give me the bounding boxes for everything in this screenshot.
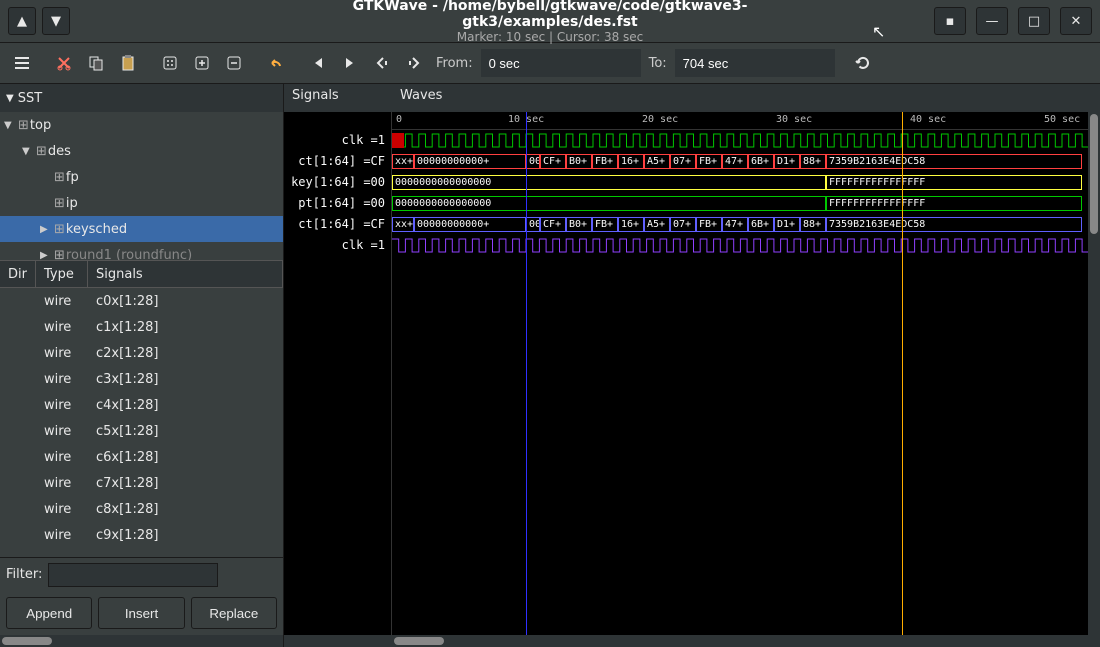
signal-row[interactable]: wirec2x[1:28] xyxy=(0,340,283,366)
signal-row[interactable]: wirec1x[1:28] xyxy=(0,314,283,340)
undo-icon[interactable] xyxy=(262,49,290,77)
signal-label[interactable]: clk =1 xyxy=(284,235,391,256)
wave-row[interactable] xyxy=(392,235,1088,256)
filter-row: Filter: xyxy=(0,557,283,591)
marker-cursor-status: Marker: 10 sec | Cursor: 38 sec xyxy=(275,30,825,44)
signal-table[interactable]: wirec0x[1:28]wirec1x[1:28]wirec2x[1:28]w… xyxy=(0,288,283,557)
from-input[interactable] xyxy=(481,49,641,77)
sst-title: SST xyxy=(18,91,42,106)
nav-next-edge-icon[interactable] xyxy=(400,49,428,77)
wave-vscroll[interactable] xyxy=(1088,112,1100,635)
waveform-canvas[interactable]: 010 sec20 sec30 sec40 sec50 sec xx+00000… xyxy=(392,112,1088,635)
signal-row[interactable]: wirec9x[1:28] xyxy=(0,522,283,548)
cursor-line[interactable] xyxy=(902,112,903,635)
zoom-out-icon[interactable] xyxy=(220,49,248,77)
paste-icon[interactable] xyxy=(114,49,142,77)
insert-button[interactable]: Insert xyxy=(98,597,184,629)
window-title: GTKWave - /home/bybell/gtkwave/code/gtkw… xyxy=(275,0,825,30)
from-label: From: xyxy=(436,56,473,71)
signal-label[interactable]: pt[1:64] =00 xyxy=(284,193,391,214)
signal-label[interactable]: ct[1:64] =CF xyxy=(284,214,391,235)
signal-row[interactable]: wirec6x[1:28] xyxy=(0,444,283,470)
signal-row[interactable]: wirec7x[1:28] xyxy=(0,470,283,496)
signal-table-header: Dir Type Signals xyxy=(0,260,283,288)
minimize-button[interactable]: — xyxy=(976,7,1008,35)
tree-node[interactable]: ▼⊞top xyxy=(0,112,283,138)
maximize-button[interactable]: □ xyxy=(1018,7,1050,35)
mouse-cursor-icon: ↖ xyxy=(872,22,885,41)
to-label: To: xyxy=(649,56,667,71)
menu-icon[interactable] xyxy=(8,49,36,77)
nav-last-icon[interactable] xyxy=(336,49,364,77)
wave-row[interactable] xyxy=(392,130,1088,151)
marker-line[interactable] xyxy=(526,112,527,635)
window-menu-button[interactable]: ▪ xyxy=(934,7,966,35)
wave-row[interactable]: 0000000000000000FFFFFFFFFFFFFFFF xyxy=(392,172,1088,193)
waves-panel-header: Waves xyxy=(392,84,1100,112)
append-button[interactable]: Append xyxy=(6,597,92,629)
toolbar: From: To: xyxy=(0,42,1100,84)
left-panel: ▼ SST ▼⊞top▼⊞des⊞fp⊞ip▶⊞keysched▶⊞round1… xyxy=(0,84,284,647)
signal-label[interactable]: ct[1:64] =CF xyxy=(284,151,391,172)
buttons-row: Append Insert Replace xyxy=(0,591,283,635)
nav-prev-edge-icon[interactable] xyxy=(368,49,396,77)
signal-row[interactable]: wirec4x[1:28] xyxy=(0,392,283,418)
signal-label[interactable]: clk =1 xyxy=(284,130,391,151)
wave-hscroll[interactable] xyxy=(284,635,1100,647)
tree-node[interactable]: ▼⊞des xyxy=(0,138,283,164)
tree-node[interactable]: ⊞fp xyxy=(0,164,283,190)
right-area: Signals Waves clk =1ct[1:64] =CFkey[1:64… xyxy=(284,84,1100,647)
left-hscroll[interactable] xyxy=(0,635,283,647)
hierarchy-tree[interactable]: ▼⊞top▼⊞des⊞fp⊞ip▶⊞keysched▶⊞round1 (roun… xyxy=(0,112,283,260)
col-type[interactable]: Type xyxy=(36,261,88,287)
signal-row[interactable]: wirec3x[1:28] xyxy=(0,366,283,392)
time-ruler: 010 sec20 sec30 sec40 sec50 sec xyxy=(392,112,1088,130)
replace-button[interactable]: Replace xyxy=(191,597,277,629)
sst-header[interactable]: ▼ SST xyxy=(0,84,283,112)
cut-icon[interactable] xyxy=(50,49,78,77)
col-signals[interactable]: Signals xyxy=(88,261,283,287)
signal-row[interactable]: wirec0x[1:28] xyxy=(0,288,283,314)
signals-panel-header: Signals xyxy=(284,84,392,112)
signal-row[interactable]: wirec5x[1:28] xyxy=(0,418,283,444)
tree-node[interactable]: ▶⊞keysched xyxy=(0,216,283,242)
zoom-in-icon[interactable] xyxy=(188,49,216,77)
wave-row[interactable]: xx+00000000000+00+CF+B0+FB+16+A5+07+FB+4… xyxy=(392,151,1088,172)
col-dir[interactable]: Dir xyxy=(0,261,36,287)
close-button[interactable]: ✕ xyxy=(1060,7,1092,35)
reload-icon[interactable] xyxy=(849,49,877,77)
main-area: ▼ SST ▼⊞top▼⊞des⊞fp⊞ip▶⊞keysched▶⊞round1… xyxy=(0,84,1100,647)
signal-label[interactable]: key[1:64] =00 xyxy=(284,172,391,193)
to-input[interactable] xyxy=(675,49,835,77)
wave-row[interactable]: 0000000000000000FFFFFFFFFFFFFFFF xyxy=(392,193,1088,214)
filter-label: Filter: xyxy=(6,567,42,582)
tree-node[interactable]: ▶⊞round1 (roundfunc) xyxy=(0,242,283,260)
history-down-button[interactable]: ▼ xyxy=(42,7,70,35)
nav-first-icon[interactable] xyxy=(304,49,332,77)
titlebar: ▲ ▼ GTKWave - /home/bybell/gtkwave/code/… xyxy=(0,0,1100,42)
history-up-button[interactable]: ▲ xyxy=(8,7,36,35)
signal-row[interactable]: wirec8x[1:28] xyxy=(0,496,283,522)
wave-row[interactable]: xx+00000000000+00+CF+B0+FB+16+A5+07+FB+4… xyxy=(392,214,1088,235)
filter-input[interactable] xyxy=(48,563,218,587)
tree-node[interactable]: ⊞ip xyxy=(0,190,283,216)
zoom-fit-icon[interactable] xyxy=(156,49,184,77)
signal-names-column[interactable]: clk =1ct[1:64] =CFkey[1:64] =00pt[1:64] … xyxy=(284,112,392,635)
copy-icon[interactable] xyxy=(82,49,110,77)
